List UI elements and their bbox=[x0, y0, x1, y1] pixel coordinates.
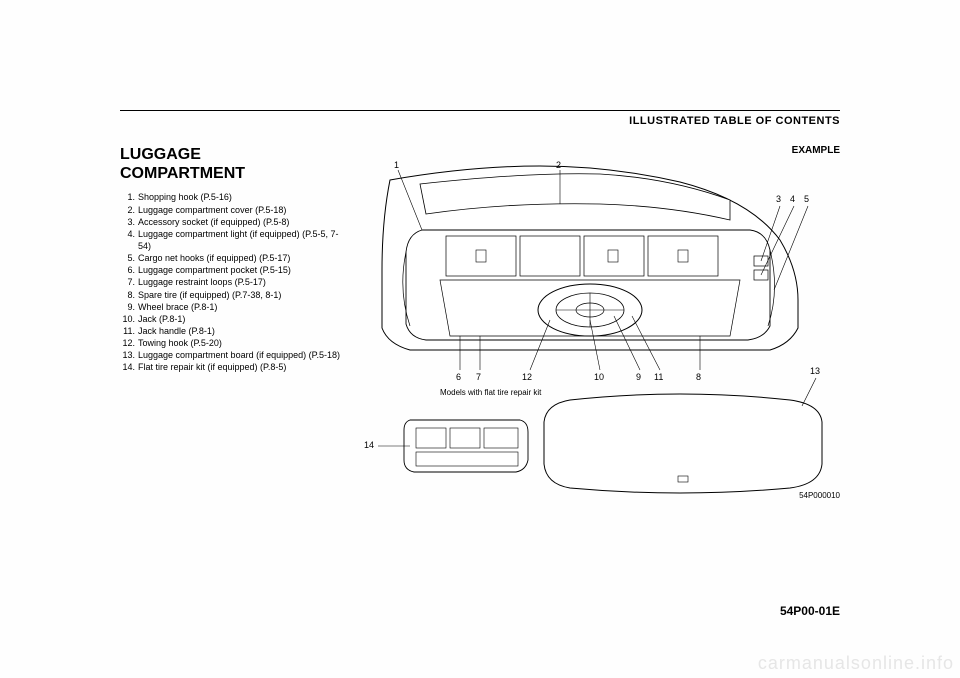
list-item-number: 10. bbox=[120, 313, 138, 325]
list-item: 1.Shopping hook (P.5-16) bbox=[120, 191, 340, 203]
list-item: 13.Luggage compartment board (if equippe… bbox=[120, 349, 340, 361]
list-item-text: Luggage restraint loops (P.5-17) bbox=[138, 276, 340, 288]
list-item: 10.Jack (P.8-1) bbox=[120, 313, 340, 325]
list-item-number: 4. bbox=[120, 228, 138, 252]
component-list: 1.Shopping hook (P.5-16)2.Luggage compar… bbox=[120, 191, 340, 373]
list-item-text: Luggage compartment board (if equipped) … bbox=[138, 349, 340, 361]
footer-code: 54P00-01E bbox=[780, 604, 840, 618]
list-item-text: Spare tire (if equipped) (P.7-38, 8-1) bbox=[138, 289, 340, 301]
watermark: carmanualsonline.info bbox=[758, 653, 954, 674]
callout-9: 9 bbox=[636, 372, 641, 382]
callout-11: 11 bbox=[654, 372, 663, 382]
list-item-text: Luggage compartment light (if equipped) … bbox=[138, 228, 340, 252]
list-item: 5.Cargo net hooks (if equipped) (P.5-17) bbox=[120, 252, 340, 264]
title-line2: COMPARTMENT bbox=[120, 165, 245, 182]
luggage-diagram: 1 2 3 4 5 6 7 12 10 9 11 8 13 14 Models … bbox=[350, 160, 840, 500]
list-item: 9.Wheel brace (P.8-1) bbox=[120, 301, 340, 313]
list-item-number: 7. bbox=[120, 276, 138, 288]
figure-id: 54P000010 bbox=[799, 491, 840, 500]
list-item: 12.Towing hook (P.5-20) bbox=[120, 337, 340, 349]
list-item-number: 12. bbox=[120, 337, 138, 349]
list-item-number: 8. bbox=[120, 289, 138, 301]
right-column: EXAMPLE bbox=[350, 145, 840, 500]
list-item: 11.Jack handle (P.8-1) bbox=[120, 325, 340, 337]
callout-10: 10 bbox=[594, 372, 604, 382]
callout-3: 3 bbox=[776, 194, 781, 204]
list-item-number: 14. bbox=[120, 361, 138, 373]
list-item-number: 9. bbox=[120, 301, 138, 313]
section-header: ILLUSTRATED TABLE OF CONTENTS bbox=[120, 115, 840, 127]
title-line1: LUGGAGE bbox=[120, 146, 201, 163]
callout-4: 4 bbox=[790, 194, 795, 204]
callout-2: 2 bbox=[556, 160, 561, 170]
list-item-number: 11. bbox=[120, 325, 138, 337]
callout-7: 7 bbox=[476, 372, 481, 382]
list-item-number: 3. bbox=[120, 216, 138, 228]
list-item-text: Jack (P.8-1) bbox=[138, 313, 340, 325]
list-item-text: Accessory socket (if equipped) (P.5-8) bbox=[138, 216, 340, 228]
list-item: 2.Luggage compartment cover (P.5-18) bbox=[120, 204, 340, 216]
list-item: 6.Luggage compartment pocket (P.5-15) bbox=[120, 264, 340, 276]
list-item-text: Towing hook (P.5-20) bbox=[138, 337, 340, 349]
subcaption: Models with flat tire repair kit bbox=[440, 388, 541, 397]
list-item: 14.Flat tire repair kit (if equipped) (P… bbox=[120, 361, 340, 373]
list-item-text: Wheel brace (P.8-1) bbox=[138, 301, 340, 313]
callout-8: 8 bbox=[696, 372, 701, 382]
list-item-number: 6. bbox=[120, 264, 138, 276]
callout-13: 13 bbox=[810, 366, 820, 376]
list-item: 3.Accessory socket (if equipped) (P.5-8) bbox=[120, 216, 340, 228]
callout-6: 6 bbox=[456, 372, 461, 382]
list-item-number: 1. bbox=[120, 191, 138, 203]
left-column: LUGGAGE COMPARTMENT 1.Shopping hook (P.5… bbox=[120, 145, 350, 500]
callout-5: 5 bbox=[804, 194, 809, 204]
list-item-number: 2. bbox=[120, 204, 138, 216]
list-item-text: Jack handle (P.8-1) bbox=[138, 325, 340, 337]
list-item-text: Shopping hook (P.5-16) bbox=[138, 191, 340, 203]
list-item: 8.Spare tire (if equipped) (P.7-38, 8-1) bbox=[120, 289, 340, 301]
example-label: EXAMPLE bbox=[350, 145, 840, 156]
list-item-text: Luggage compartment pocket (P.5-15) bbox=[138, 264, 340, 276]
list-item-text: Cargo net hooks (if equipped) (P.5-17) bbox=[138, 252, 340, 264]
list-item-text: Luggage compartment cover (P.5-18) bbox=[138, 204, 340, 216]
callout-14: 14 bbox=[364, 440, 374, 450]
list-item: 7.Luggage restraint loops (P.5-17) bbox=[120, 276, 340, 288]
callout-12: 12 bbox=[522, 372, 532, 382]
list-item-text: Flat tire repair kit (if equipped) (P.8-… bbox=[138, 361, 340, 373]
list-item-number: 13. bbox=[120, 349, 138, 361]
list-item: 4.Luggage compartment light (if equipped… bbox=[120, 228, 340, 252]
list-item-number: 5. bbox=[120, 252, 138, 264]
callout-1: 1 bbox=[394, 160, 399, 170]
page-title: LUGGAGE COMPARTMENT bbox=[120, 145, 340, 183]
